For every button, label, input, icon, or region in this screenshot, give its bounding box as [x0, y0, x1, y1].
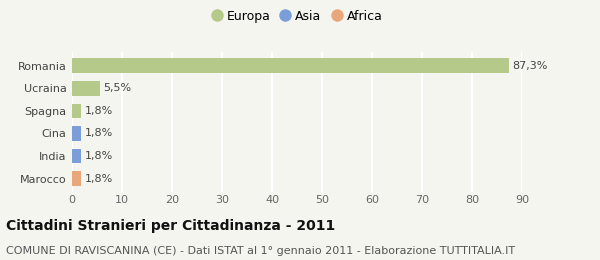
Text: COMUNE DI RAVISCANINA (CE) - Dati ISTAT al 1° gennaio 2011 - Elaborazione TUTTIT: COMUNE DI RAVISCANINA (CE) - Dati ISTAT …: [6, 245, 515, 256]
Text: 1,8%: 1,8%: [85, 128, 113, 139]
Legend: Europa, Asia, Africa: Europa, Asia, Africa: [206, 5, 388, 28]
Bar: [72, 149, 81, 164]
Text: 87,3%: 87,3%: [512, 61, 548, 71]
Text: 1,8%: 1,8%: [85, 174, 113, 184]
Text: 5,5%: 5,5%: [104, 83, 131, 93]
Bar: [72, 103, 81, 118]
Text: 1,8%: 1,8%: [85, 151, 113, 161]
Text: 1,8%: 1,8%: [85, 106, 113, 116]
Bar: [72, 171, 81, 186]
Bar: [72, 58, 509, 73]
Text: Cittadini Stranieri per Cittadinanza - 2011: Cittadini Stranieri per Cittadinanza - 2…: [6, 219, 335, 233]
Bar: [72, 126, 81, 141]
Bar: [72, 81, 100, 96]
